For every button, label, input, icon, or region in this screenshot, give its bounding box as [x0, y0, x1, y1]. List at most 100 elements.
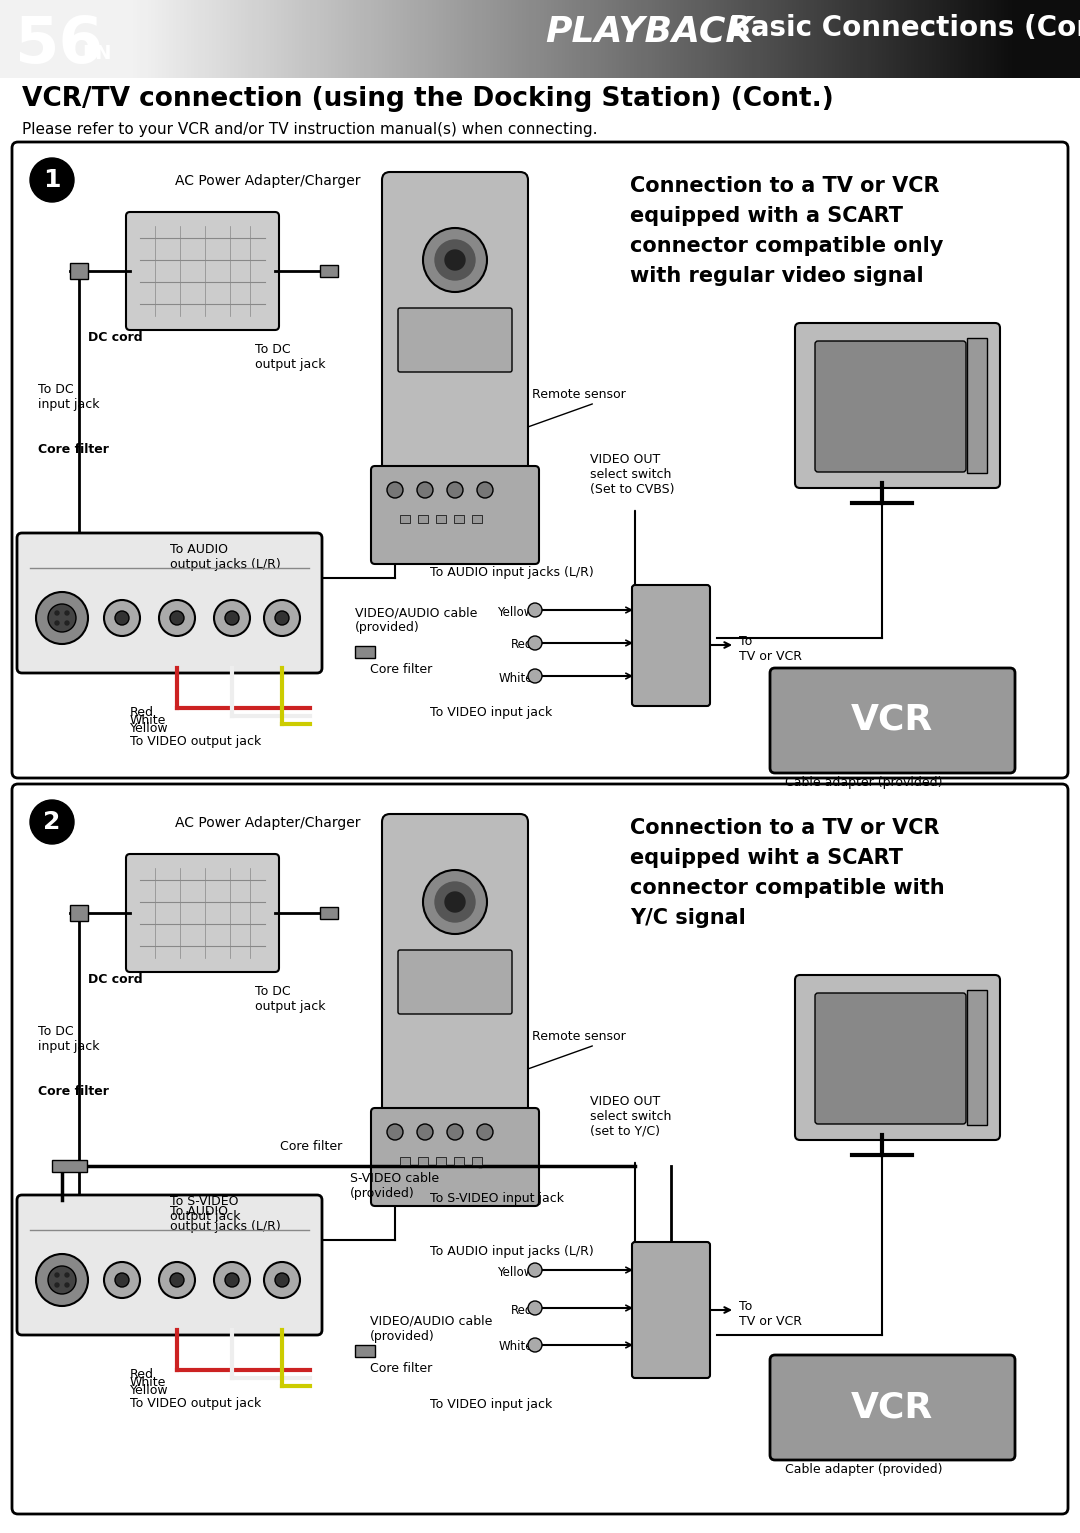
Bar — [216, 0, 219, 78]
Bar — [943, 0, 947, 78]
Bar — [964, 0, 969, 78]
Bar — [324, 0, 327, 78]
Bar — [731, 0, 734, 78]
Bar — [910, 0, 915, 78]
Bar — [1012, 0, 1015, 78]
Bar — [230, 0, 234, 78]
Bar — [176, 0, 180, 78]
Bar — [1008, 0, 1012, 78]
Bar — [40, 0, 43, 78]
Text: Yellow: Yellow — [497, 1266, 534, 1279]
Circle shape — [387, 1124, 403, 1141]
Bar — [713, 0, 716, 78]
Circle shape — [65, 1272, 69, 1277]
Bar — [381, 0, 386, 78]
Bar — [900, 0, 904, 78]
Circle shape — [445, 250, 465, 270]
Text: To VIDEO output jack: To VIDEO output jack — [130, 734, 261, 748]
Bar — [137, 0, 140, 78]
Bar — [133, 0, 137, 78]
Bar — [62, 0, 65, 78]
Bar — [861, 0, 864, 78]
Bar — [637, 0, 640, 78]
Bar — [659, 0, 662, 78]
Circle shape — [170, 612, 184, 625]
Bar — [90, 0, 94, 78]
Text: VIDEO/AUDIO cable
(provided): VIDEO/AUDIO cable (provided) — [355, 606, 477, 635]
Bar — [57, 0, 62, 78]
Bar — [370, 0, 375, 78]
Bar — [929, 0, 932, 78]
Text: To AUDIO input jacks (L/R): To AUDIO input jacks (L/R) — [430, 566, 594, 579]
Text: Connection to a TV or VCR: Connection to a TV or VCR — [630, 176, 940, 196]
Bar — [292, 0, 295, 78]
Bar — [753, 0, 756, 78]
Text: Core filter: Core filter — [38, 1085, 109, 1098]
Bar — [32, 0, 36, 78]
Text: Core filter: Core filter — [370, 1361, 432, 1375]
Bar — [605, 0, 608, 78]
Bar — [281, 0, 284, 78]
Text: To DC
input jack: To DC input jack — [38, 1026, 99, 1053]
Bar — [680, 0, 684, 78]
Circle shape — [104, 599, 140, 636]
Bar — [421, 0, 424, 78]
Bar — [262, 0, 267, 78]
Text: equipped wiht a SCART: equipped wiht a SCART — [630, 848, 903, 868]
Bar — [424, 0, 429, 78]
Bar — [921, 0, 926, 78]
Text: Y/C signal: Y/C signal — [630, 908, 746, 927]
Bar — [295, 0, 299, 78]
Bar — [256, 0, 259, 78]
Bar — [219, 0, 224, 78]
Bar — [785, 0, 788, 78]
Bar — [645, 0, 648, 78]
Bar — [36, 0, 40, 78]
FancyBboxPatch shape — [372, 466, 539, 564]
Text: 2: 2 — [43, 809, 60, 834]
Text: Remote sensor: Remote sensor — [532, 1030, 625, 1042]
Bar — [68, 0, 72, 78]
Bar — [759, 0, 764, 78]
Bar — [461, 0, 464, 78]
Text: White: White — [130, 714, 166, 727]
Bar — [478, 0, 483, 78]
Bar — [1026, 0, 1029, 78]
Bar — [864, 0, 867, 78]
Bar — [828, 0, 832, 78]
Circle shape — [55, 621, 59, 625]
Bar — [70, 904, 87, 921]
FancyBboxPatch shape — [17, 1196, 322, 1335]
Bar — [936, 0, 940, 78]
Bar — [51, 0, 54, 78]
Bar — [742, 0, 745, 78]
Bar — [396, 0, 400, 78]
FancyBboxPatch shape — [12, 143, 1068, 779]
Bar — [316, 0, 321, 78]
Bar — [187, 0, 191, 78]
Bar — [640, 0, 645, 78]
Bar — [1062, 0, 1066, 78]
Bar — [608, 0, 612, 78]
Bar — [518, 0, 522, 78]
Bar — [548, 0, 551, 78]
Text: To S-VIDEO
output jack: To S-VIDEO output jack — [170, 1196, 241, 1223]
Bar — [418, 515, 428, 523]
Bar — [764, 0, 767, 78]
Bar — [400, 515, 410, 523]
Bar — [43, 0, 46, 78]
Text: VIDEO OUT
select switch
(set to Y/C): VIDEO OUT select switch (set to Y/C) — [590, 1095, 672, 1137]
Text: Red: Red — [130, 707, 154, 719]
Bar — [335, 0, 338, 78]
Bar — [656, 0, 659, 78]
FancyBboxPatch shape — [126, 212, 279, 330]
Bar — [483, 0, 486, 78]
Bar — [400, 0, 403, 78]
Bar — [634, 0, 637, 78]
FancyBboxPatch shape — [770, 668, 1015, 773]
Bar — [436, 515, 446, 523]
Text: To S-VIDEO input jack: To S-VIDEO input jack — [430, 1193, 564, 1205]
Bar — [586, 0, 591, 78]
Bar — [364, 0, 367, 78]
Bar — [850, 0, 853, 78]
